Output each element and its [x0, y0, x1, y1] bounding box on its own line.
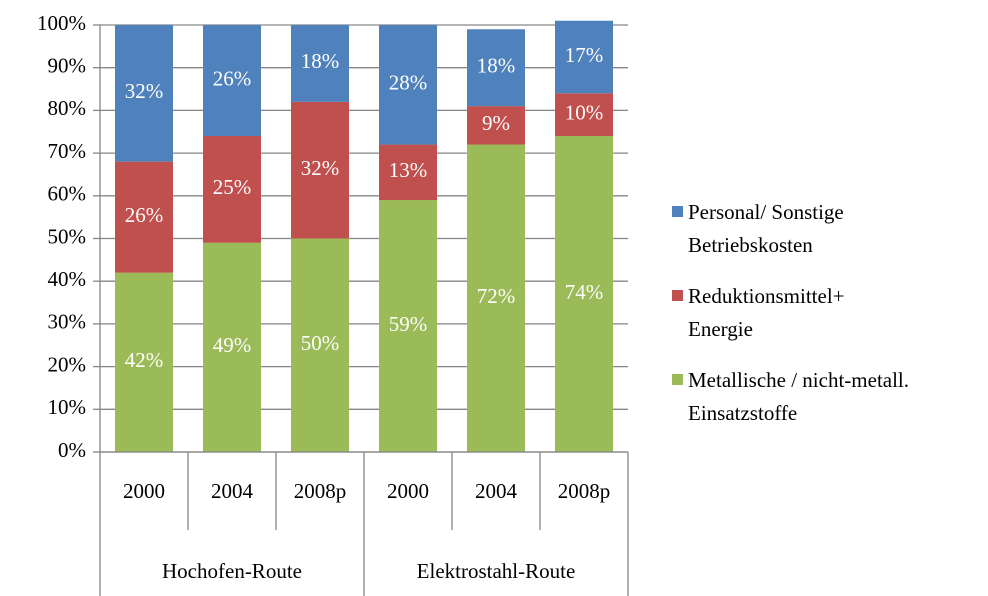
y-tick-label: 100%: [37, 11, 86, 35]
y-tick-label: 60%: [48, 182, 87, 206]
value-label: 25%: [213, 175, 252, 199]
value-label: 49%: [213, 333, 252, 357]
x-tick-label: 2004: [475, 479, 518, 503]
x-tick-label: 2008p: [294, 479, 347, 503]
value-label: 26%: [125, 203, 164, 227]
value-label: 26%: [213, 66, 252, 90]
x-tick-label: 2000: [387, 479, 429, 503]
value-label: 13%: [389, 158, 428, 182]
y-tick-label: 0%: [58, 438, 86, 462]
value-label: 42%: [125, 348, 164, 372]
y-tick-label: 30%: [48, 310, 87, 334]
value-label: 32%: [301, 156, 340, 180]
bar-segment: [467, 144, 525, 452]
value-label: 50%: [301, 331, 340, 355]
bar-segment: [291, 101, 349, 239]
bar-segment: [115, 272, 173, 452]
bar-segment: [555, 136, 613, 452]
value-label: 10%: [565, 100, 604, 124]
legend-entry: Reduktionsmittel+ Energie: [672, 280, 888, 346]
y-tick-label: 80%: [48, 96, 87, 120]
legend-entry: Personal/ Sonstige Betriebskosten: [672, 196, 968, 262]
legend-swatch: [672, 374, 683, 385]
value-label: 18%: [477, 54, 516, 78]
bar-segment: [115, 161, 173, 273]
value-label: 32%: [125, 79, 164, 103]
bar-segment: [555, 93, 613, 137]
y-tick-label: 50%: [48, 224, 87, 248]
bar-segment: [291, 25, 349, 102]
value-label: 17%: [565, 43, 604, 67]
x-tick-label: 2008p: [558, 479, 611, 503]
legend-label: Reduktionsmittel+ Energie: [688, 284, 845, 341]
bar-segment: [467, 29, 525, 107]
group-label: Elektrostahl-Route: [417, 559, 576, 583]
legend-swatch: [672, 290, 683, 301]
bar-segment: [379, 200, 437, 452]
bar-segment: [115, 25, 173, 162]
legend-entry: Metallische / nicht-metall. Einsatzstoff…: [672, 364, 968, 430]
value-label: 72%: [477, 284, 516, 308]
value-label: 9%: [482, 111, 510, 135]
y-tick-label: 90%: [48, 54, 87, 78]
legend-label: Personal/ Sonstige Betriebskosten: [688, 200, 844, 257]
y-tick-label: 10%: [48, 395, 87, 419]
bar-segment: [203, 242, 261, 452]
legend-swatch: [672, 206, 683, 217]
bar-segment: [291, 238, 349, 452]
legend: Personal/ Sonstige Betriebskosten Redukti…: [672, 196, 968, 448]
bar-segment: [379, 144, 437, 201]
y-tick-label: 70%: [48, 139, 87, 163]
legend-label: Metallische / nicht-metall. Einsatzstoff…: [688, 368, 910, 425]
x-tick-label: 2004: [211, 479, 254, 503]
bar-segment: [379, 25, 437, 145]
y-tick-label: 40%: [48, 267, 87, 291]
x-tick-label: 2000: [123, 479, 165, 503]
bar-segment: [203, 136, 261, 243]
bar-segment: [467, 106, 525, 145]
group-label: Hochofen-Route: [162, 559, 302, 583]
y-tick-label: 20%: [48, 352, 87, 376]
bar-segment: [555, 20, 613, 94]
value-label: 18%: [301, 49, 340, 73]
value-label: 74%: [565, 280, 604, 304]
bar-segment: [203, 25, 261, 137]
value-label: 59%: [389, 312, 428, 336]
value-label: 28%: [389, 71, 428, 95]
